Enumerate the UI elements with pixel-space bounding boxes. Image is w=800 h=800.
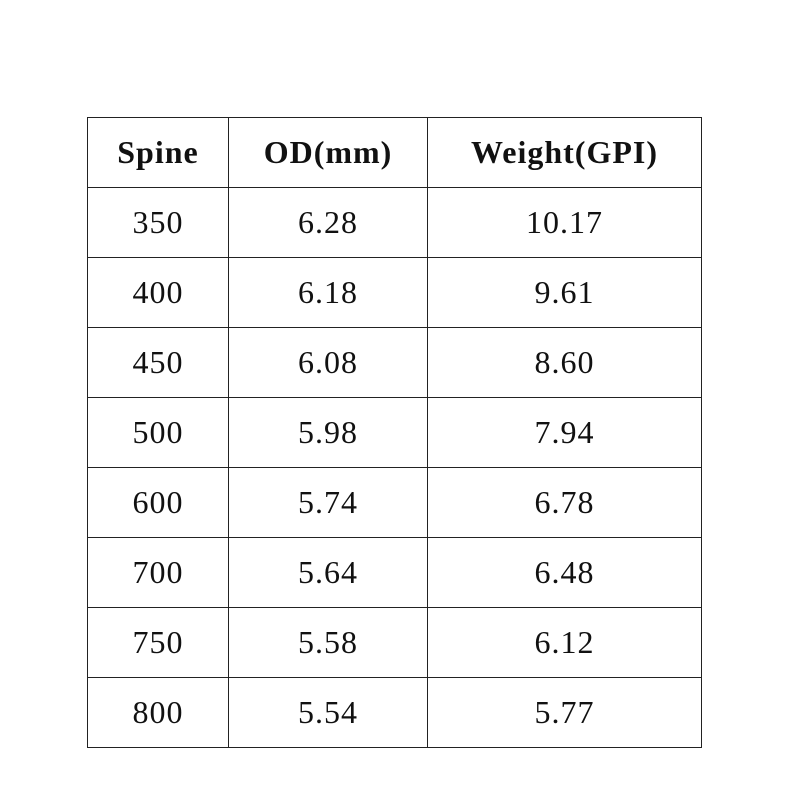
table-cell: 10.17 xyxy=(427,187,702,258)
table-header: Spine OD(mm) Weight(GPI) xyxy=(87,117,702,188)
table-cell: 750 xyxy=(87,607,229,678)
table-cell: 5.74 xyxy=(228,467,428,538)
table-cell: 400 xyxy=(87,257,229,328)
table-row: 750 5.58 6.12 xyxy=(87,607,702,678)
table-cell: 450 xyxy=(87,327,229,398)
table-cell: 6.18 xyxy=(228,257,428,328)
table-body: 350 6.28 10.17 400 6.18 9.61 450 6.08 8.60 500 5.9… xyxy=(87,187,702,748)
table-row: 500 5.98 7.94 xyxy=(87,397,702,468)
table-row: 400 6.18 9.61 xyxy=(87,257,702,328)
table-cell: 500 xyxy=(87,397,229,468)
table-cell: 5.64 xyxy=(228,537,428,608)
table-cell: 350 xyxy=(87,187,229,258)
table-row: 700 5.64 6.48 xyxy=(87,537,702,608)
table-cell: 700 xyxy=(87,537,229,608)
table-cell: 800 xyxy=(87,677,229,748)
table-cell: 6.12 xyxy=(427,607,702,678)
header-row: Spine OD(mm) Weight(GPI) xyxy=(87,117,702,188)
data-table: Spine OD(mm) Weight(GPI) 350 6.28 10.17 400 6.… xyxy=(87,117,702,748)
column-header: Weight(GPI) xyxy=(427,117,702,188)
table-cell: 8.60 xyxy=(427,327,702,398)
table-row: 350 6.28 10.17 xyxy=(87,187,702,258)
table-cell: 9.61 xyxy=(427,257,702,328)
table-row: 600 5.74 6.78 xyxy=(87,467,702,538)
table-cell: 6.28 xyxy=(228,187,428,258)
table-cell: 5.98 xyxy=(228,397,428,468)
table-row: 450 6.08 8.60 xyxy=(87,327,702,398)
table-cell: 6.48 xyxy=(427,537,702,608)
table-cell: 6.08 xyxy=(228,327,428,398)
column-header: Spine xyxy=(87,117,229,188)
table-cell: 7.94 xyxy=(427,397,702,468)
table-cell: 5.58 xyxy=(228,607,428,678)
table-cell: 600 xyxy=(87,467,229,538)
table-row: 800 5.54 5.77 xyxy=(87,677,702,748)
column-header: OD(mm) xyxy=(228,117,428,188)
table-cell: 5.77 xyxy=(427,677,702,748)
table-cell: 5.54 xyxy=(228,677,428,748)
table-cell: 6.78 xyxy=(427,467,702,538)
